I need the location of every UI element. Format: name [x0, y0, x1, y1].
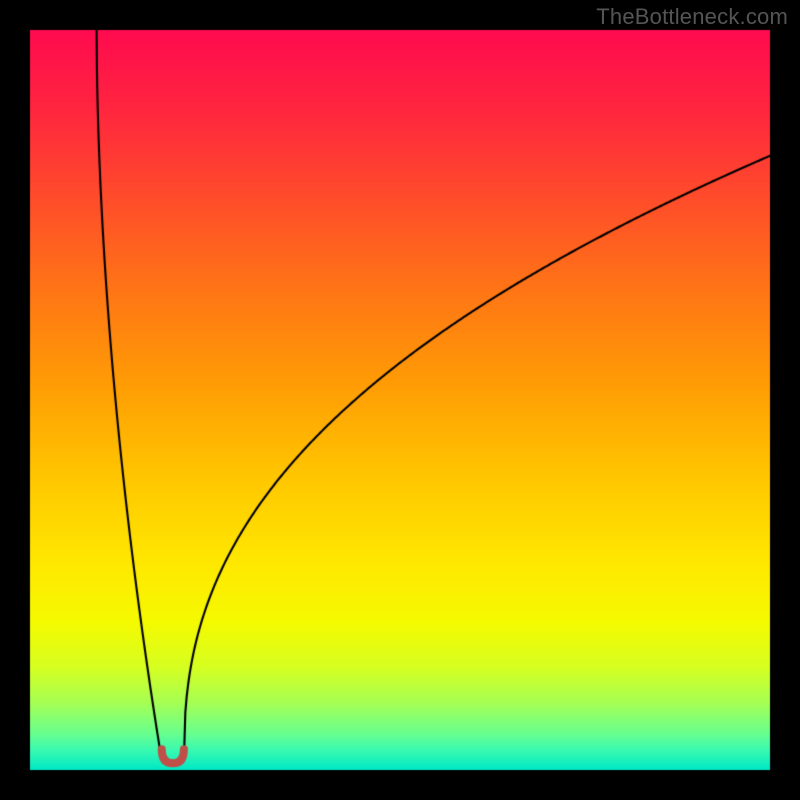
bottleneck-chart: [0, 0, 800, 800]
chart-container: TheBottleneck.com: [0, 0, 800, 800]
watermark-label: TheBottleneck.com: [596, 4, 788, 30]
